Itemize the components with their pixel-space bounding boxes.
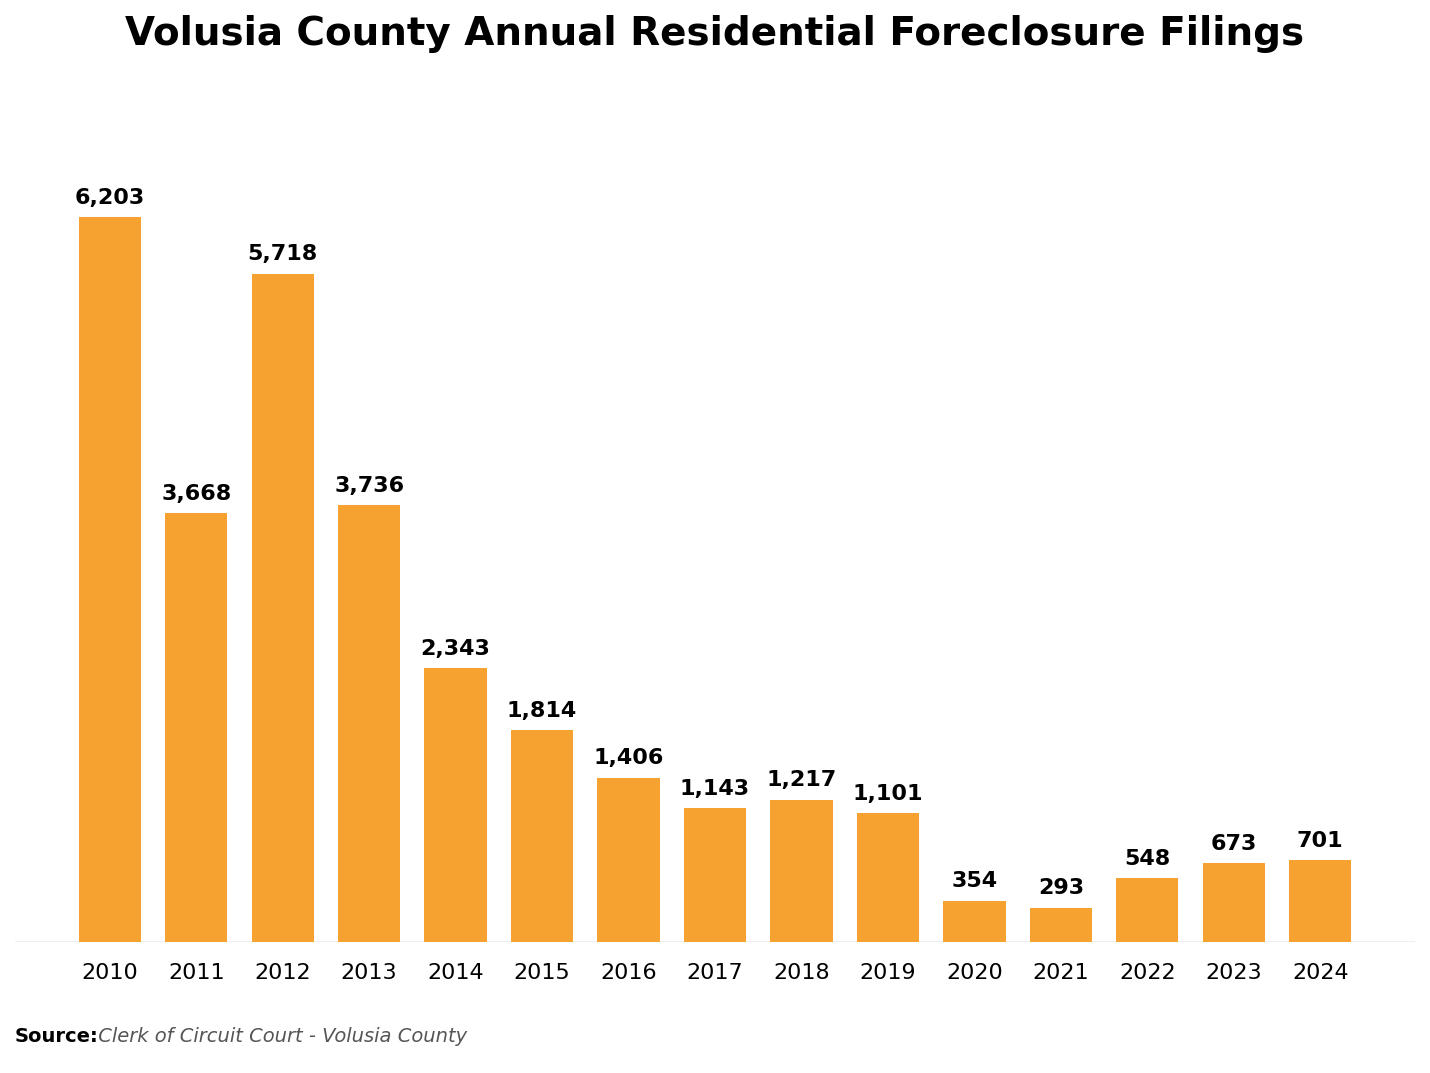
Text: 1,101: 1,101: [852, 784, 924, 804]
Bar: [1203, 864, 1266, 942]
Text: 293: 293: [1038, 879, 1084, 898]
Text: 354: 354: [951, 871, 998, 892]
Bar: [598, 778, 659, 942]
Bar: [857, 813, 919, 942]
Bar: [511, 730, 573, 942]
Title: Volusia County Annual Residential Foreclosure Filings: Volusia County Annual Residential Forecl…: [126, 15, 1304, 53]
Text: 1,217: 1,217: [766, 770, 837, 791]
Bar: [684, 808, 746, 942]
Text: 701: 701: [1297, 831, 1344, 851]
Text: 1,143: 1,143: [679, 779, 751, 799]
Text: Clerk of Circuit Court - Volusia County: Clerk of Circuit Court - Volusia County: [92, 1027, 468, 1046]
Bar: [79, 217, 142, 942]
Bar: [944, 900, 1005, 942]
Bar: [425, 668, 486, 942]
Bar: [1117, 878, 1178, 942]
Text: 5,718: 5,718: [247, 245, 317, 264]
Text: 2,343: 2,343: [420, 638, 490, 659]
Text: 1,406: 1,406: [593, 748, 664, 768]
Text: 673: 673: [1211, 834, 1257, 854]
Bar: [771, 799, 832, 942]
Text: Source:: Source:: [14, 1027, 99, 1046]
Bar: [164, 513, 227, 942]
Text: 548: 548: [1124, 849, 1170, 869]
Text: 6,203: 6,203: [74, 188, 144, 208]
Text: 1,814: 1,814: [508, 701, 578, 721]
Text: 3,668: 3,668: [162, 484, 232, 504]
Text: 3,736: 3,736: [335, 476, 405, 496]
Bar: [1288, 861, 1351, 942]
Bar: [252, 274, 313, 942]
Bar: [337, 505, 400, 942]
Bar: [1030, 908, 1093, 942]
